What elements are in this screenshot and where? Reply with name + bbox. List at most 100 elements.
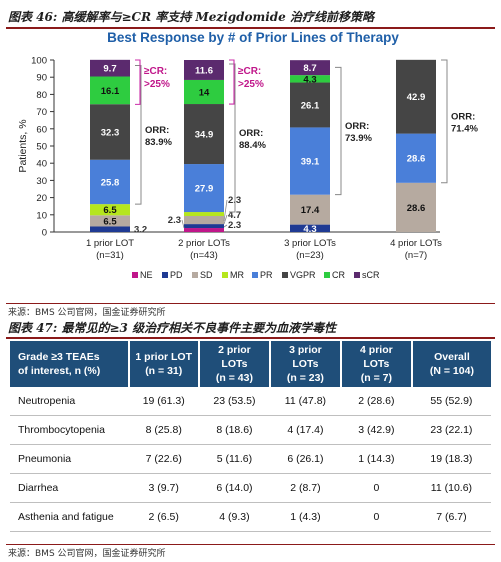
- bar-sd-1: [90, 215, 130, 227]
- header-line-1: Grade ≥3 TEAEs: [18, 351, 100, 363]
- cr-callout-line1: ≥CR:: [144, 66, 167, 77]
- header-line-1: 3 prior LOTs: [289, 344, 322, 370]
- bar-mr-2: [184, 212, 224, 217]
- table-row: Pneumonia 7 (22.6) 5 (11.6) 6 (26.1) 1 (14.3…: [10, 445, 491, 474]
- table-cell: 1 (14.3): [358, 453, 395, 465]
- cr-bracket: [135, 59, 141, 105]
- table-cell: 8 (25.8): [145, 424, 182, 436]
- table-cell: 3 (42.9): [358, 424, 395, 436]
- data-label: 17.4: [301, 205, 320, 216]
- legend-swatch-ne: [132, 272, 138, 278]
- table-cell: 6 (14.0): [216, 482, 253, 494]
- table-cell: 55 (52.9): [430, 395, 473, 407]
- table-cell: 4 (9.3): [219, 511, 250, 523]
- y-tick-label: 40: [36, 159, 47, 170]
- legend-label-ne: NE: [140, 270, 153, 280]
- header-line-2: (n = 23): [286, 372, 324, 384]
- data-label: 28.6: [407, 154, 426, 165]
- bar-vgpr-4: [396, 59, 436, 134]
- header-line-2: (n = 43): [215, 372, 253, 384]
- cr-bracket: [229, 59, 235, 105]
- data-label: 9.7: [103, 64, 116, 75]
- table-cell: 3 (9.7): [148, 482, 179, 494]
- legend-label-mr: MR: [230, 270, 244, 280]
- bar-cr-2: [184, 79, 224, 105]
- data-label: 4.3: [303, 224, 316, 235]
- table-row: Thrombocytopenia 8 (25.8) 8 (18.6) 4 (17.4)…: [10, 416, 491, 445]
- row-label: Asthenia and fatigue: [18, 511, 114, 523]
- y-tick-label: 10: [36, 210, 47, 221]
- x-tick-n-label: (n=7): [405, 250, 427, 261]
- cr-callout-line2: >25%: [238, 79, 264, 90]
- label-leader: [223, 199, 228, 222]
- data-label: 26.1: [301, 100, 320, 111]
- bar-sd-4: [396, 182, 436, 232]
- x-tick-n-label: (n=23): [296, 250, 324, 261]
- header-line-2: of interest, n (%): [18, 365, 101, 377]
- x-tick-n-label: (n=43): [190, 250, 218, 261]
- cr-callout-line1: ≥CR:: [238, 66, 261, 77]
- bar-vgpr-3: [290, 82, 330, 128]
- bar-pr-1: [90, 159, 130, 205]
- row-label: Pneumonia: [18, 453, 72, 465]
- x-tick-label: 1 prior LOT: [86, 238, 134, 249]
- teae-table: Grade ≥3 TEAEs of interest, n (%) 1 prior …: [10, 341, 491, 532]
- x-tick-label: 3 prior LOTs: [284, 238, 336, 249]
- data-label: 16.1: [101, 86, 120, 97]
- bar-pd-1: [90, 226, 130, 232]
- bar-pr-4: [396, 133, 436, 183]
- best-response-chart: Best Response by # of Prior Lines of The…: [17, 30, 478, 280]
- header-line-2: (n = 7): [360, 372, 392, 384]
- table-bottom-rule: [6, 544, 495, 545]
- table-cell: 2 (8.7): [290, 482, 321, 494]
- legend-swatch-pr: [252, 272, 258, 278]
- table-cell: 2 (6.5): [148, 511, 179, 523]
- bar-cr-1: [90, 76, 130, 105]
- bar-scr-3: [290, 60, 330, 76]
- bar-scr-2: [184, 60, 224, 80]
- bar-sd-2: [184, 216, 224, 225]
- table-header-row: Grade ≥3 TEAEs of interest, n (%) 1 prior …: [10, 341, 491, 387]
- header-line-2: (N = 104): [429, 365, 474, 377]
- legend-label-pr: PR: [260, 270, 273, 280]
- table-row: Diarrhea 3 (9.7) 6 (14.0) 2 (8.7) 0 11 (10.6): [10, 474, 491, 503]
- bar-mr-1: [90, 204, 130, 216]
- data-label: 39.1: [301, 157, 320, 168]
- chart-title: Best Response by # of Prior Lines of The…: [107, 30, 399, 45]
- data-label: 2.3: [168, 215, 181, 226]
- legend-swatch-pd: [162, 272, 168, 278]
- table-cell: 23 (53.5): [213, 395, 256, 407]
- data-label: 25.8: [101, 177, 120, 188]
- data-label: 14: [199, 87, 210, 98]
- chart-bottom-rule: [6, 303, 495, 304]
- table-cell: 23 (22.1): [430, 424, 473, 436]
- table-cell: 11 (47.8): [284, 395, 327, 407]
- y-tick-label: 80: [36, 90, 47, 101]
- orr-bracket: [335, 66, 342, 196]
- label-leader: [223, 214, 228, 225]
- data-label: 2.3: [228, 220, 241, 231]
- table-cell: 1 (4.3): [290, 511, 321, 523]
- table-cell: 5 (11.6): [216, 453, 253, 465]
- orr-label: ORR:: [345, 121, 369, 132]
- orr-label: ORR:: [239, 128, 263, 139]
- orr-bracket: [229, 63, 236, 213]
- orr-value: 73.9%: [345, 133, 372, 144]
- orr-bracket: [441, 59, 448, 184]
- header-line-2: (n = 31): [145, 365, 183, 377]
- row-label: Diarrhea: [18, 482, 59, 494]
- table-cell: 4 (17.4): [287, 424, 324, 436]
- orr-value: 71.4%: [451, 123, 478, 134]
- legend-swatch-vgpr: [282, 272, 288, 278]
- data-label: 27.9: [195, 184, 214, 195]
- y-axis-label: Patients, %: [17, 119, 29, 172]
- y-tick-label: 100: [31, 56, 47, 67]
- label-leader: [181, 219, 185, 229]
- legend-label-vgpr: VGPR: [290, 270, 316, 280]
- legend-label-scr: sCR: [362, 270, 380, 280]
- data-label: 11.6: [195, 65, 213, 76]
- orr-bracket: [135, 65, 142, 205]
- data-label: 8.7: [303, 63, 316, 74]
- figure-47-title: 图表 47: 最常见的≥3 级治疗相关不良事件主要为血液学毒性: [8, 321, 337, 335]
- table-cell: 0: [373, 482, 380, 494]
